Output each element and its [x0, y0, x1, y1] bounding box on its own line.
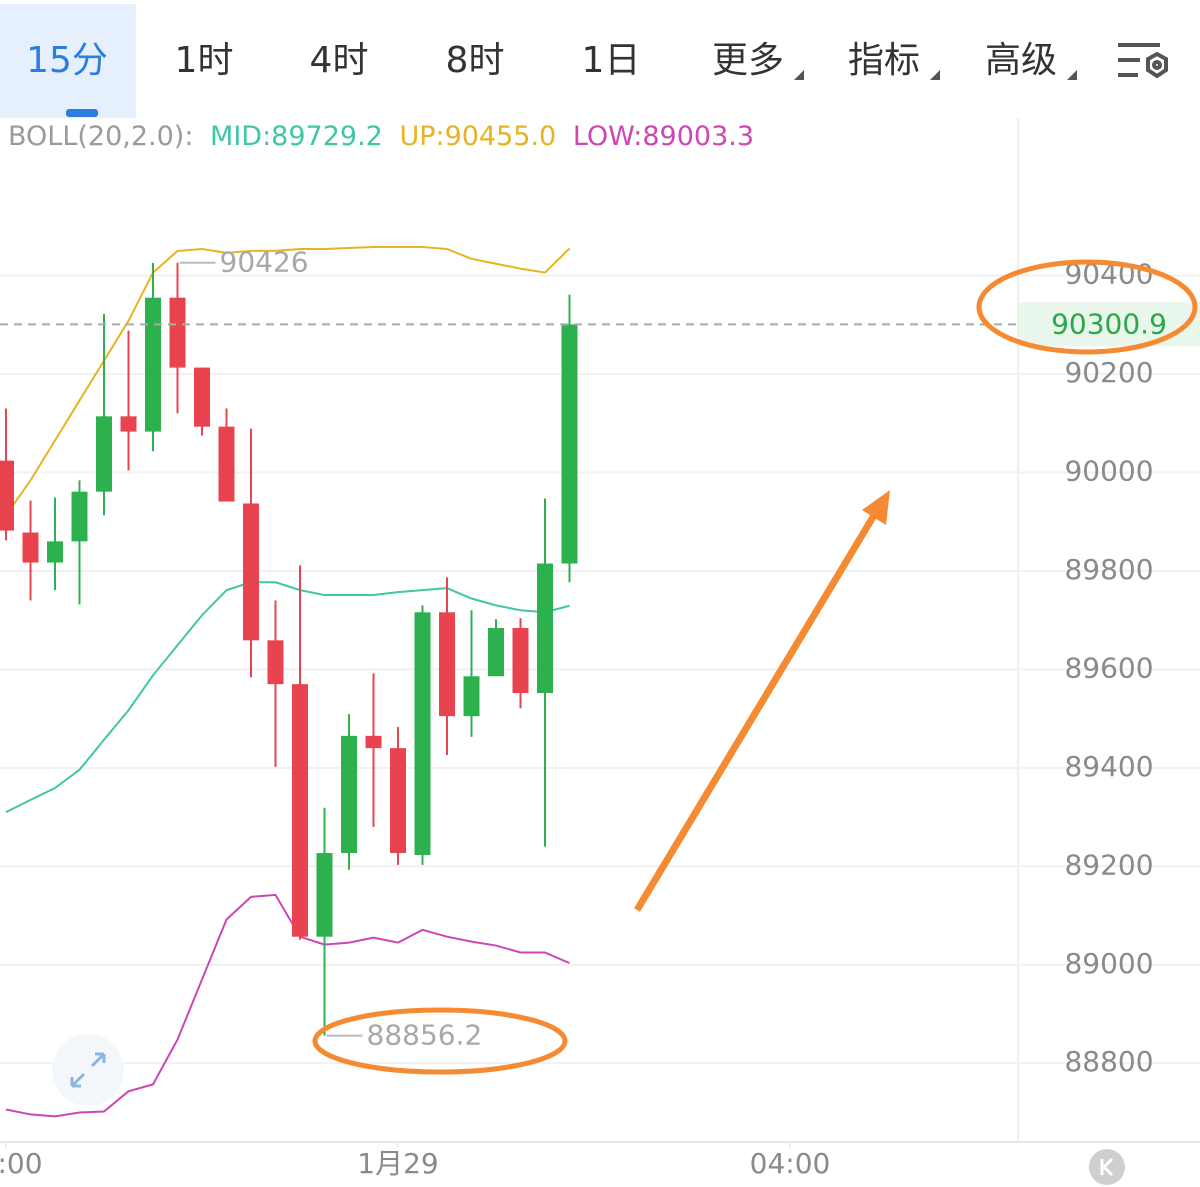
dropdown-caret	[930, 70, 940, 80]
candle-body	[194, 367, 210, 427]
legend-low: LOW:89003.3	[573, 121, 754, 152]
min-label: 88856.2	[367, 1019, 483, 1052]
tab[interactable]: 1时	[175, 40, 234, 81]
active-tab-bg	[0, 4, 136, 118]
indicator-legend: BOLL(20,2.0): MID:89729.2 UP:90455.0 LOW…	[8, 121, 754, 152]
tab[interactable]: 高级	[985, 40, 1057, 81]
tab[interactable]: 8时	[446, 40, 505, 81]
x-tick-label: 1月29	[357, 1147, 438, 1180]
y-tick-label: 89000	[1064, 947, 1153, 980]
y-tick-label: 88800	[1064, 1045, 1153, 1078]
y-tick-label: 89400	[1064, 750, 1153, 783]
candle-body	[390, 748, 406, 854]
candle-body	[414, 612, 431, 855]
candle-body	[463, 676, 480, 717]
trend-arrow	[633, 490, 890, 912]
settings-icon[interactable]	[1118, 43, 1168, 79]
candle-body	[341, 735, 357, 854]
candle-body	[439, 612, 455, 717]
boll-line	[5, 581, 570, 814]
tab[interactable]: 1日	[582, 40, 641, 81]
legend-label: BOLL(20,2.0):	[8, 121, 193, 152]
legend-up: UP:90455.0	[399, 121, 556, 152]
candle-body	[218, 426, 235, 502]
candle-body	[512, 628, 529, 694]
dropdown-caret	[1067, 70, 1077, 80]
tab[interactable]: 15分	[26, 40, 108, 81]
candle-body	[71, 491, 88, 542]
last-price-tag	[1018, 302, 1200, 347]
expand-button[interactable]	[52, 1034, 124, 1106]
boll-line	[5, 893, 570, 1118]
y-tick-label: 89200	[1064, 848, 1153, 881]
active-tab-indicator	[66, 109, 98, 117]
max-label: 90426	[220, 246, 309, 279]
y-tick-label: 89800	[1064, 553, 1153, 586]
x-tick-label: :00	[0, 1147, 43, 1180]
last-price-label: 90300.9	[1051, 307, 1167, 340]
tab[interactable]: 更多	[712, 40, 784, 81]
scroll-end-button[interactable]	[1089, 1149, 1125, 1185]
candle-body	[267, 640, 284, 685]
candle-body	[488, 628, 504, 677]
candle-body	[0, 460, 14, 531]
dropdown-caret	[794, 70, 804, 80]
y-tick-label: 89600	[1064, 651, 1153, 684]
candle-body	[537, 563, 553, 694]
boll-line	[5, 245, 571, 516]
highlight-ellipse	[312, 1007, 568, 1075]
y-tick-label: 90200	[1064, 356, 1153, 389]
candle-body	[561, 324, 578, 564]
candle-body	[22, 532, 39, 563]
candle-body	[120, 416, 137, 432]
tab[interactable]: 4时	[310, 40, 369, 81]
candle-body	[316, 853, 333, 937]
y-tick-label: 90000	[1064, 454, 1153, 487]
candle-body	[145, 297, 161, 432]
legend-mid: MID:89729.2	[210, 121, 383, 152]
candle-body	[365, 735, 382, 749]
candle-body	[96, 416, 112, 492]
candle-body	[243, 503, 259, 641]
candle-body	[47, 541, 63, 563]
tab[interactable]: 指标	[848, 40, 920, 81]
tab-bar	[0, 0, 1200, 118]
candle-body	[292, 684, 308, 937]
highlight-ellipse	[976, 259, 1198, 355]
x-tick-label: 04:00	[750, 1147, 831, 1180]
candle-body	[169, 297, 186, 368]
